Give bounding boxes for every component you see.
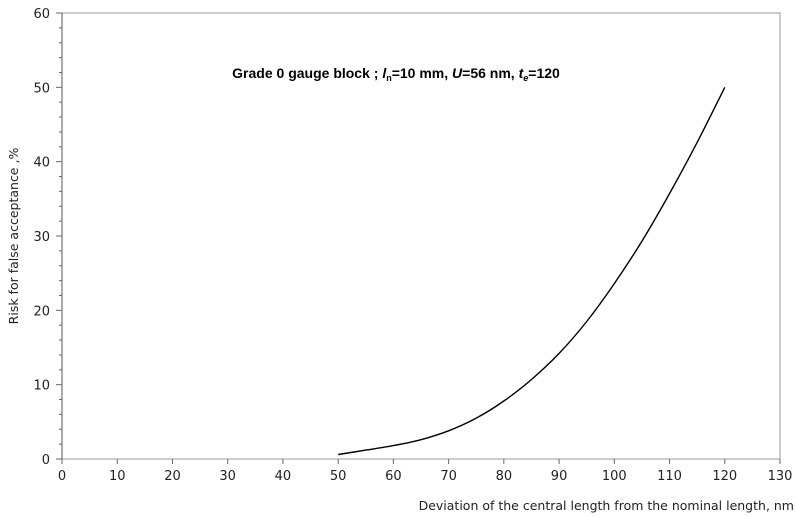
x-tick-label: 100 [602, 469, 627, 484]
x-tick-label: 0 [58, 469, 66, 484]
x-tick-label: 70 [440, 469, 457, 484]
series-line [338, 86, 726, 456]
y-tick-label: 10 [33, 379, 50, 394]
y-tick-label: 50 [33, 81, 50, 96]
x-tick-label: 40 [275, 469, 292, 484]
y-tick-label: 40 [33, 156, 50, 171]
x-tick-label: 80 [496, 469, 513, 484]
x-axis-title: Deviation of the central length from the… [419, 498, 794, 513]
x-tick-label: 50 [330, 469, 347, 484]
x-tick-label: 20 [164, 469, 181, 484]
x-tick-label: 130 [768, 469, 793, 484]
y-axis-title: Risk for false acceptance ,% [6, 148, 21, 325]
chart-title: Grade 0 gauge block ; ln=10 mm, U=56 nm,… [232, 65, 560, 83]
y-tick-label: 30 [33, 230, 50, 245]
x-tick-label: 30 [219, 469, 236, 484]
y-tick-label: 20 [33, 304, 50, 319]
y-tick-label: 60 [33, 7, 50, 22]
x-tick-label: 110 [657, 469, 682, 484]
y-tick-label: 0 [42, 453, 50, 468]
x-tick-label: 60 [385, 469, 402, 484]
x-tick-label: 10 [109, 469, 126, 484]
x-tick-label: 90 [551, 469, 568, 484]
x-tick-label: 120 [712, 469, 737, 484]
